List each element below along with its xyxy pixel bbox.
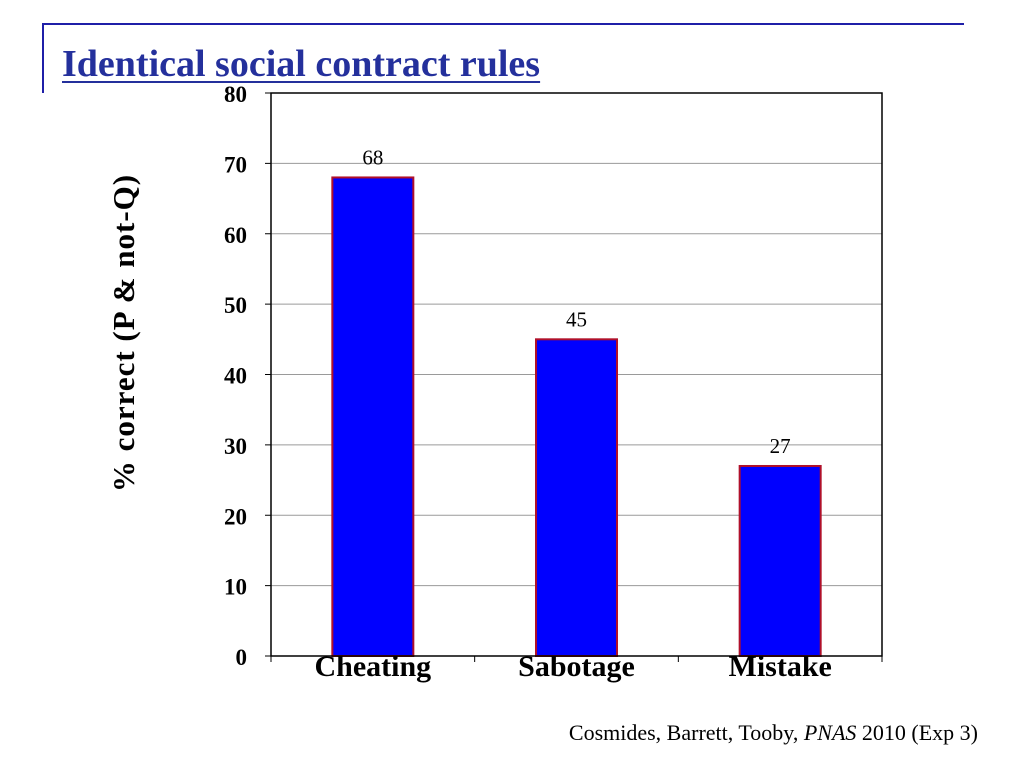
bar-cheating	[331, 176, 415, 657]
x-category-label-mistake: Mistake	[729, 650, 832, 683]
citation-tail: 2010 (Exp 3)	[856, 720, 978, 745]
data-label-sabotage: 45	[566, 307, 587, 331]
y-tick-label: 30	[224, 434, 247, 459]
x-category-label-sabotage: Sabotage	[518, 650, 635, 683]
title-top-rule	[42, 23, 964, 25]
data-labels: 68 45 27	[362, 145, 790, 458]
data-label-mistake: 27	[770, 434, 791, 458]
y-tick-label: 50	[224, 293, 247, 318]
title-left-rule	[42, 23, 44, 93]
slide-title: Identical social contract rules	[62, 43, 541, 85]
y-tick-label: 70	[224, 152, 247, 177]
data-label-cheating: 68	[362, 145, 383, 169]
citation-journal: PNAS	[803, 720, 857, 745]
citation: Cosmides, Barrett, Tooby, PNAS 2010 (Exp…	[569, 720, 978, 746]
citation-authors: Cosmides, Barrett, Tooby,	[568, 720, 804, 745]
y-tick-label: 60	[224, 223, 247, 248]
y-tick-label: 20	[224, 504, 247, 529]
y-tick-label: 80	[224, 82, 247, 107]
bar-sabotage	[535, 338, 618, 657]
bars	[331, 176, 822, 657]
y-axis-label: % correct (P & not-Q)	[106, 173, 141, 493]
y-tick-labels: 0 10 20 30 40 50 60 70 80	[224, 82, 271, 670]
y-tick-label: 0	[236, 645, 248, 670]
y-tick-label: 40	[224, 364, 247, 389]
x-category-label-cheating: Cheating	[314, 650, 431, 683]
bar-mistake	[738, 464, 822, 657]
y-tick-label: 10	[224, 575, 247, 600]
x-category-labels: Cheating Sabotage Mistake	[270, 650, 883, 683]
